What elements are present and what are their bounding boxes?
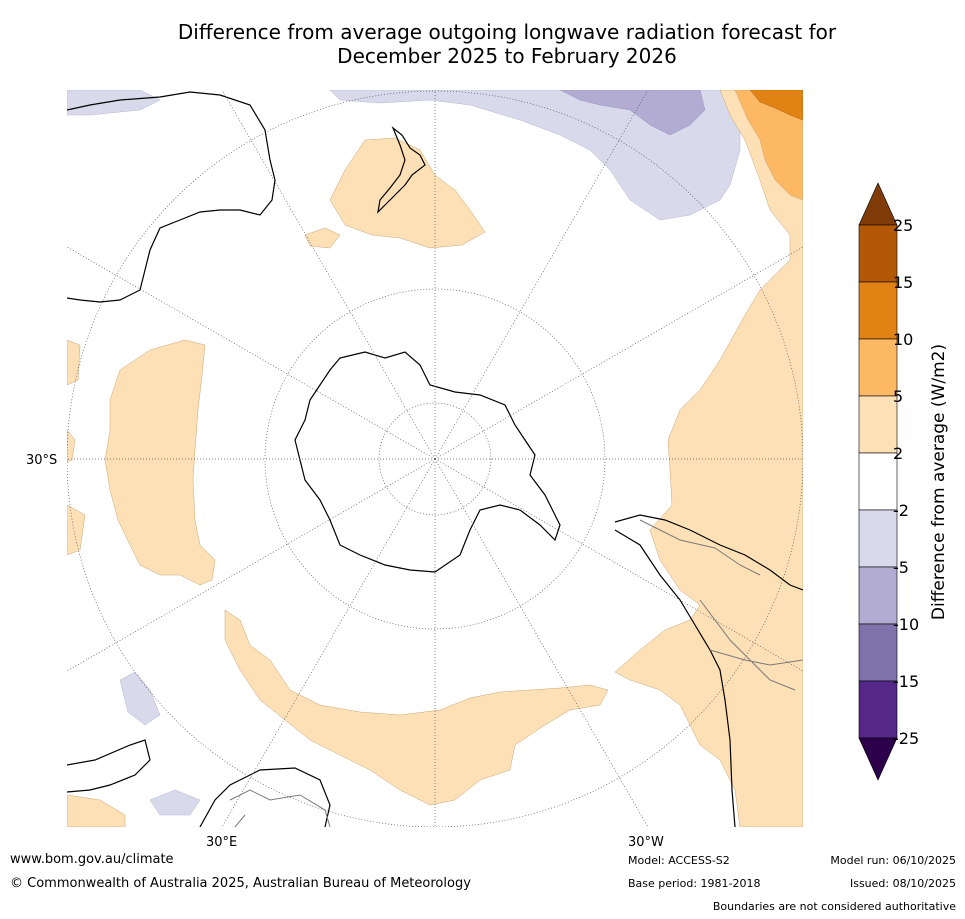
colorbar-bin-m5-m10 xyxy=(858,566,898,625)
antarctica-coastline xyxy=(294,351,561,573)
africa-coastline xyxy=(67,739,331,827)
meridian-150e xyxy=(221,90,436,460)
anomaly-neg-5-10-north xyxy=(559,90,706,136)
colorbar-label: Difference from average (W/m2) xyxy=(929,344,949,620)
issued-date: Issued: 08/10/2025 xyxy=(849,877,956,890)
anomaly-pos-2-5-nz-small xyxy=(304,227,341,249)
colorbar-tick: 5 xyxy=(893,387,903,406)
copyright-notice: © Commonwealth of Australia 2025, Austra… xyxy=(10,876,471,891)
colorbar-bin-neutral xyxy=(858,452,898,511)
colorbar xyxy=(858,182,898,781)
anomaly-neg-2-5-north xyxy=(329,90,741,221)
title-line-1: Difference from average outgoing longwav… xyxy=(177,20,837,44)
africa-borders xyxy=(229,789,331,827)
anomaly-neg-2-5-bottom xyxy=(149,789,201,816)
boundaries-disclaimer: Boundaries are not considered authoritat… xyxy=(712,900,956,913)
meridian-30e xyxy=(221,458,436,827)
model-run-date: Model run: 06/10/2025 xyxy=(830,854,956,867)
latitude-circle-inner xyxy=(378,402,492,516)
colorbar-tick: -2 xyxy=(893,501,909,520)
anomaly-pos-5-10-ne xyxy=(734,90,803,201)
anomaly-pos-2-5-south-arc xyxy=(224,609,609,806)
colorbar-bin-15-25 xyxy=(858,224,898,283)
chart-title: Difference from average outgoing longwav… xyxy=(0,20,965,68)
colorbar-bin-m10-m15 xyxy=(858,623,898,682)
website-link[interactable]: www.bom.gov.au/climate xyxy=(10,852,174,867)
graticule xyxy=(67,90,803,827)
colorbar-extend-high xyxy=(858,182,898,226)
anomaly-neg-2-5-sw xyxy=(119,671,161,726)
country-borders xyxy=(229,519,803,827)
colorbar-ticks: 25 15 10 5 2 -2 -5 -10 -15 -25 xyxy=(893,216,919,748)
lon-label-30e: 30°E xyxy=(206,835,237,850)
colorbar-tick: -25 xyxy=(893,729,919,748)
anomaly-pos-2-5-west-edge xyxy=(67,339,86,556)
anomaly-pos-2-5-east xyxy=(614,90,803,827)
colorbar-tick: -5 xyxy=(893,558,909,577)
colorbar-tick: -15 xyxy=(893,672,919,691)
anomaly-fields xyxy=(67,90,803,827)
colorbar-bin-2-5 xyxy=(858,395,898,454)
meridian-30w xyxy=(434,458,649,827)
new-zealand-coastline xyxy=(377,126,426,214)
australia-coastline xyxy=(67,91,276,303)
title-line-2: December 2025 to February 2026 xyxy=(337,44,677,68)
latitude-circle-middle xyxy=(264,288,606,630)
colorbar-bin-5-10 xyxy=(858,338,898,397)
anomaly-neg-2-5-nw xyxy=(67,90,161,116)
base-period: Base period: 1981-2018 xyxy=(628,877,761,890)
lat-label-30s: 30°S xyxy=(26,453,57,468)
meridian-150w xyxy=(434,90,649,460)
south-america-borders xyxy=(639,519,803,691)
colorbar-bin-m2-m5 xyxy=(858,509,898,568)
lon-label-30w: 30°W xyxy=(628,835,664,850)
colorbar-extend-low xyxy=(858,737,898,781)
anomaly-pos-2-5-sw-corner xyxy=(67,794,126,827)
anomaly-pos-2-5-nz xyxy=(329,137,486,249)
map-area xyxy=(67,90,803,827)
colorbar-bin-10-15 xyxy=(858,281,898,340)
colorbar-tick: 2 xyxy=(893,444,903,463)
anomaly-pos-2-5-west xyxy=(104,339,216,586)
model-name: Model: ACCESS-S2 xyxy=(628,854,730,867)
colorbar-tick: 25 xyxy=(893,216,913,235)
colorbar-tick: 10 xyxy=(893,330,913,349)
colorbar-bin-m15-m25 xyxy=(858,680,898,739)
anomaly-pos-10-15-ne xyxy=(749,90,803,121)
colorbar-tick: -10 xyxy=(893,615,919,634)
colorbar-tick: 15 xyxy=(893,273,913,292)
